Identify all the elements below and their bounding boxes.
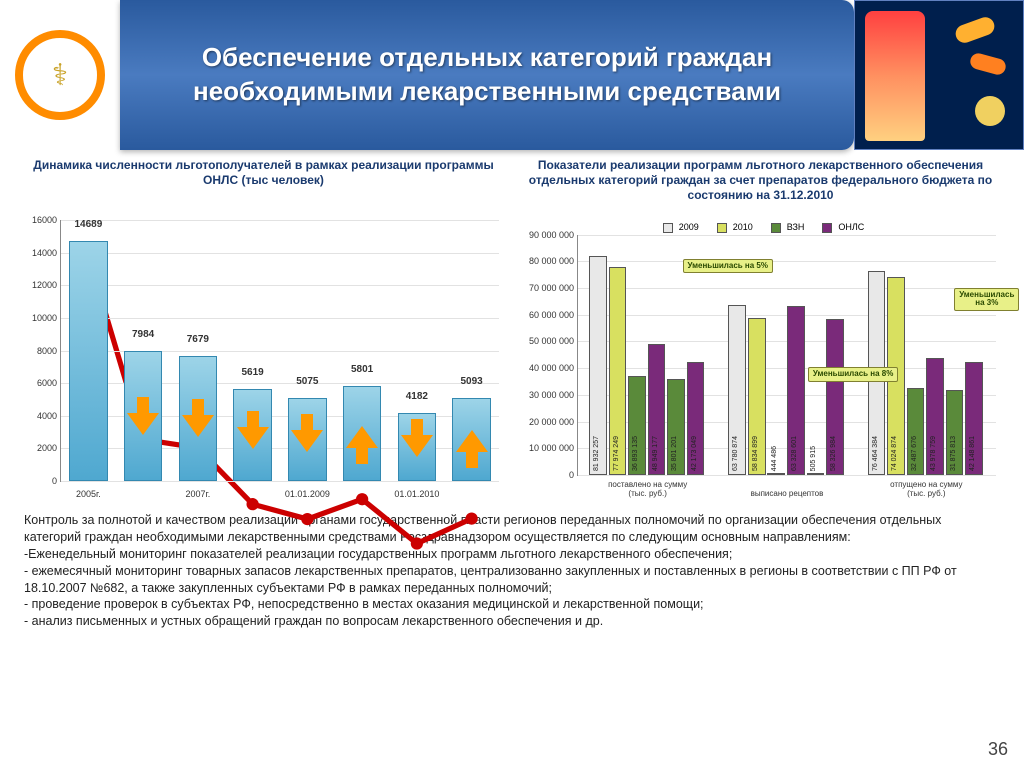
bar: [767, 473, 785, 475]
right-chart-panel: Показатели реализации программ льготного…: [517, 158, 1004, 506]
arrow-down-icon: [237, 427, 269, 449]
right-chart-legend: 2009 2010 ВЗН ОНЛС: [517, 220, 1004, 235]
right-chart-title: Показатели реализации программ льготного…: [517, 158, 1004, 220]
bullet-line: - ежемесячный мониторинг товарных запасо…: [24, 563, 1000, 597]
legend-item: ОНЛС: [816, 222, 864, 232]
bar-value: 35 801 201: [671, 436, 678, 471]
arrow-up-icon: [456, 430, 488, 452]
bar: [69, 241, 107, 481]
legend-item: 2010: [711, 222, 753, 232]
bar-value: 77 974 249: [613, 436, 620, 471]
bullet-line: - проведение проверок в субъектах РФ, не…: [24, 596, 1000, 613]
bar-value: 444 486: [771, 446, 778, 471]
title-band: Обеспечение отдельных категорий граждан …: [120, 0, 854, 150]
body-bullets: -Еженедельный мониторинг показателей реа…: [24, 546, 1000, 630]
right-chart-area: 010 000 00020 000 00030 000 00040 000 00…: [577, 235, 996, 476]
bar-value: 81 932 257: [593, 436, 600, 471]
bar-value: 48 949 177: [652, 436, 659, 471]
bar-value: 58 834 899: [752, 436, 759, 471]
bar-value: 63 780 874: [732, 436, 739, 471]
bar-value: 36 893 135: [632, 436, 639, 471]
charts-row: Динамика численности льготополучателей в…: [0, 150, 1024, 510]
state-emblem-icon: ⚕: [15, 30, 105, 120]
bar: [807, 473, 825, 475]
header: ⚕ Обеспечение отдельных категорий гражда…: [0, 0, 1024, 150]
bar-value: 74 024 874: [891, 436, 898, 471]
pills-illustration: [854, 0, 1024, 150]
bar-value: 76 464 384: [872, 436, 879, 471]
arrow-up-icon: [346, 426, 378, 448]
callout: Уменьшилась на 5%: [683, 259, 773, 274]
bullet-line: -Еженедельный мониторинг показателей реа…: [24, 546, 1000, 563]
arrow-down-icon: [182, 415, 214, 437]
bar-value: 42 148 861: [969, 436, 976, 471]
left-chart-title: Динамика численности льготополучателей в…: [20, 158, 507, 220]
left-chart-panel: Динамика численности льготополучателей в…: [20, 158, 507, 506]
page-number: 36: [988, 739, 1008, 760]
bar-value: 31 875 813: [950, 436, 957, 471]
bar-value: 63 328 601: [791, 436, 798, 471]
left-chart-area: 0200040006000800010000120001400016000146…: [60, 220, 499, 482]
bar-value: 58 326 984: [830, 436, 837, 471]
bar-value: 42 173 049: [691, 436, 698, 471]
bullet-line: - анализ письменных и устных обращений г…: [24, 613, 1000, 630]
arrow-down-icon: [291, 430, 323, 452]
bar-value: 43 978 759: [930, 436, 937, 471]
bar-value: 505 915: [810, 446, 817, 471]
legend-item: ВЗН: [765, 222, 805, 232]
arrow-down-icon: [401, 435, 433, 457]
bar-value: 32 487 676: [911, 436, 918, 471]
callout: Уменьшилась на 8%: [808, 367, 898, 382]
arrow-down-icon: [127, 413, 159, 435]
callout: Уменьшилась на 3%: [954, 288, 1019, 312]
body-text: Контроль за полнотой и качеством реализа…: [0, 510, 1024, 630]
body-intro: Контроль за полнотой и качеством реализа…: [24, 512, 1000, 546]
page-title: Обеспечение отдельных категорий граждан …: [150, 41, 824, 109]
legend-item: 2009: [657, 222, 699, 232]
emblem-container: ⚕: [0, 0, 120, 150]
